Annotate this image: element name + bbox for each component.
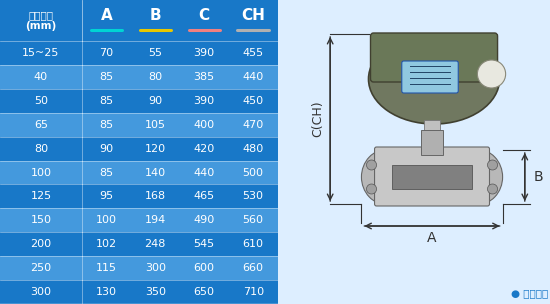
- Text: 95: 95: [100, 192, 113, 202]
- Circle shape: [366, 184, 377, 194]
- Text: 400: 400: [194, 120, 214, 130]
- Circle shape: [487, 184, 498, 194]
- FancyBboxPatch shape: [375, 147, 490, 206]
- Text: 545: 545: [194, 239, 214, 249]
- Text: 50: 50: [34, 96, 48, 106]
- Text: 168: 168: [145, 192, 166, 202]
- Text: 390: 390: [194, 96, 214, 106]
- Bar: [424, 120, 440, 130]
- Text: 200: 200: [30, 239, 52, 249]
- Text: 420: 420: [194, 143, 214, 154]
- Text: 105: 105: [145, 120, 166, 130]
- Text: 455: 455: [243, 48, 264, 58]
- Text: 450: 450: [243, 96, 264, 106]
- Text: C: C: [199, 8, 210, 23]
- Bar: [0, 208, 278, 232]
- Text: CH: CH: [241, 8, 265, 23]
- Text: 390: 390: [194, 48, 214, 58]
- Text: 80: 80: [34, 143, 48, 154]
- Text: A: A: [101, 8, 112, 23]
- Text: 115: 115: [96, 263, 117, 273]
- Text: 560: 560: [243, 215, 263, 225]
- Circle shape: [487, 160, 498, 170]
- Bar: [0, 232, 278, 256]
- Text: 650: 650: [194, 287, 214, 297]
- Text: 85: 85: [100, 120, 113, 130]
- Text: 530: 530: [243, 192, 263, 202]
- Text: 490: 490: [194, 215, 214, 225]
- Text: 248: 248: [145, 239, 166, 249]
- Text: 120: 120: [145, 143, 166, 154]
- Text: 465: 465: [194, 192, 214, 202]
- Text: 85: 85: [100, 72, 113, 82]
- Text: 130: 130: [96, 287, 117, 297]
- Ellipse shape: [368, 34, 499, 124]
- Text: 90: 90: [100, 143, 113, 154]
- Text: 90: 90: [148, 96, 162, 106]
- Bar: [0, 185, 278, 208]
- Text: B: B: [150, 8, 161, 23]
- Bar: [0, 161, 278, 185]
- Bar: [0, 256, 278, 280]
- Text: 仪表口径
(mm): 仪表口径 (mm): [25, 10, 57, 31]
- Text: 85: 85: [100, 168, 113, 178]
- Bar: [0, 89, 278, 113]
- Text: 300: 300: [145, 263, 166, 273]
- Text: 55: 55: [148, 48, 162, 58]
- Text: 440: 440: [194, 168, 214, 178]
- Text: B: B: [534, 170, 544, 184]
- Text: 710: 710: [243, 287, 264, 297]
- Bar: [0, 113, 278, 137]
- Bar: [427, 122, 437, 149]
- Text: 70: 70: [100, 48, 113, 58]
- Text: 385: 385: [194, 72, 214, 82]
- Bar: [0, 65, 278, 89]
- Text: 140: 140: [145, 168, 166, 178]
- Text: 470: 470: [243, 120, 264, 130]
- Text: 102: 102: [96, 239, 117, 249]
- FancyBboxPatch shape: [402, 61, 458, 93]
- Bar: [0, 280, 278, 304]
- Text: 150: 150: [30, 215, 52, 225]
- Bar: [0, 0, 278, 41]
- Text: 610: 610: [243, 239, 263, 249]
- Text: 600: 600: [194, 263, 214, 273]
- Text: 85: 85: [100, 96, 113, 106]
- Text: 100: 100: [96, 215, 117, 225]
- Text: 40: 40: [34, 72, 48, 82]
- Text: 500: 500: [243, 168, 263, 178]
- Text: 300: 300: [30, 287, 52, 297]
- Text: A: A: [427, 231, 437, 245]
- Bar: [0, 41, 278, 65]
- Text: 15~25: 15~25: [23, 48, 59, 58]
- Bar: [421, 130, 443, 155]
- Bar: [392, 165, 472, 189]
- Text: 194: 194: [145, 215, 166, 225]
- Text: 100: 100: [30, 168, 52, 178]
- Text: 440: 440: [243, 72, 264, 82]
- Text: 350: 350: [145, 287, 166, 297]
- Text: 660: 660: [243, 263, 263, 273]
- Text: ● 常规仪表: ● 常规仪表: [511, 288, 548, 298]
- Text: 480: 480: [243, 143, 264, 154]
- Ellipse shape: [361, 149, 414, 205]
- Bar: [0, 137, 278, 161]
- Text: 65: 65: [34, 120, 48, 130]
- Circle shape: [477, 60, 505, 88]
- FancyBboxPatch shape: [371, 33, 498, 82]
- Text: 250: 250: [30, 263, 52, 273]
- Text: 80: 80: [148, 72, 162, 82]
- Circle shape: [366, 160, 377, 170]
- Ellipse shape: [450, 149, 503, 205]
- Text: C(CH): C(CH): [312, 101, 324, 137]
- Text: 125: 125: [30, 192, 52, 202]
